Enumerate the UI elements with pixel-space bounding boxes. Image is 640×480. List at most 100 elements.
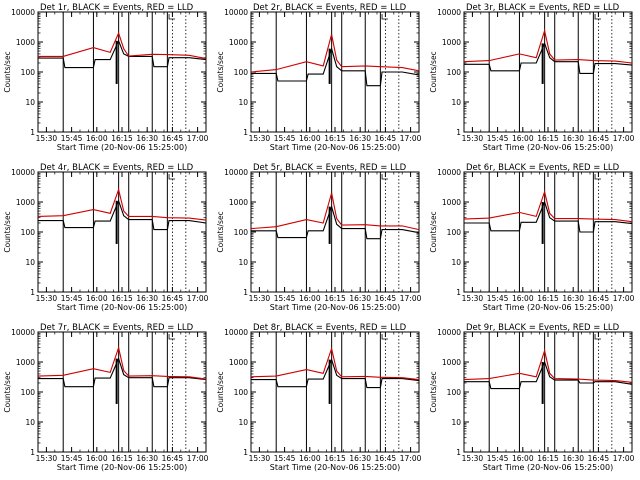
y-tick-label: 1000 <box>16 198 35 207</box>
lld-series-line <box>37 187 207 221</box>
y-tick-label: 10 <box>238 98 248 107</box>
corner-bracket-marker <box>381 334 389 340</box>
y-tick-label: 100 <box>21 388 36 397</box>
y-tick-label: 1000 <box>442 358 461 367</box>
events-series-line <box>38 199 207 231</box>
x-tick-label: 16:00 <box>86 294 108 303</box>
x-tick-label: 17:00 <box>187 454 209 463</box>
y-tick-label: 10 <box>25 98 35 107</box>
y-axis-label: Counts/sec <box>3 211 12 252</box>
y-tick-label: 100 <box>447 68 462 77</box>
x-tick-label: 16:30 <box>136 134 158 143</box>
x-tick-label: 16:45 <box>162 134 184 143</box>
corner-bracket-marker <box>381 14 389 20</box>
lld-series-line <box>250 192 420 231</box>
x-axis-label: Start Time (20-Nov-06 15:25:00) <box>483 303 613 312</box>
x-tick-label: 16:30 <box>136 454 158 463</box>
y-tick-label: 10000 <box>11 8 35 17</box>
x-tick-label: 16:45 <box>588 134 610 143</box>
y-tick-label: 1 <box>456 128 461 137</box>
x-tick-label: 16:30 <box>562 134 584 143</box>
x-tick-label: 15:30 <box>462 134 484 143</box>
y-tick-label: 1 <box>243 288 248 297</box>
x-tick-label: 16:45 <box>588 454 610 463</box>
x-tick-label: 15:45 <box>487 134 509 143</box>
x-axis-label: Start Time (20-Nov-06 15:25:00) <box>57 303 187 312</box>
corner-bracket-marker <box>381 174 389 180</box>
x-tick-label: 17:00 <box>187 134 209 143</box>
corner-bracket-marker <box>594 174 602 180</box>
x-tick-label: 16:00 <box>512 134 534 143</box>
corner-bracket-marker <box>168 174 176 180</box>
x-tick-label: 16:00 <box>299 294 321 303</box>
y-tick-label: 10000 <box>437 168 461 177</box>
y-axis-label: Counts/sec <box>429 51 438 92</box>
x-tick-label: 16:30 <box>349 134 371 143</box>
detector-chart-4: Det 4r, BLACK = Events, RED = LLD 1 10 100 1… <box>3 163 209 312</box>
y-tick-label: 100 <box>21 68 36 77</box>
y-tick-label: 10000 <box>224 328 248 337</box>
lld-series-line <box>250 34 420 73</box>
events-series-line <box>251 204 420 240</box>
x-tick-label: 15:45 <box>61 294 83 303</box>
x-axis-label: Start Time (20-Nov-06 15:25:00) <box>57 463 187 472</box>
x-tick-label: 16:45 <box>375 134 397 143</box>
chart-title: Det 3r, BLACK = Events, RED = LLD <box>466 3 620 13</box>
x-tick-label: 16:15 <box>324 294 346 303</box>
y-tick-label: 10 <box>25 418 35 427</box>
y-tick-label: 100 <box>234 228 249 237</box>
detector-chart-5: Det 5r, BLACK = Events, RED = LLD 1 10 100 1… <box>216 163 422 312</box>
lld-series-line <box>463 189 633 223</box>
x-tick-label: 15:45 <box>61 134 83 143</box>
x-tick-label: 16:00 <box>299 454 321 463</box>
y-tick-label: 100 <box>447 228 462 237</box>
x-tick-label: 16:45 <box>375 294 397 303</box>
y-tick-label: 1000 <box>442 38 461 47</box>
y-tick-label: 10000 <box>11 168 35 177</box>
y-tick-label: 10 <box>451 98 461 107</box>
events-series-line <box>464 200 633 233</box>
x-tick-label: 16:00 <box>512 454 534 463</box>
y-tick-label: 100 <box>447 388 462 397</box>
y-axis-label: Counts/sec <box>429 211 438 252</box>
x-tick-label: 15:30 <box>36 454 58 463</box>
chart-title: Det 5r, BLACK = Events, RED = LLD <box>253 163 407 173</box>
y-tick-label: 100 <box>234 388 249 397</box>
x-axis-label: Start Time (20-Nov-06 15:25:00) <box>270 143 400 152</box>
corner-bracket-marker <box>168 14 176 20</box>
y-tick-label: 10000 <box>437 328 461 337</box>
x-tick-label: 17:00 <box>400 134 422 143</box>
chart-title: Det 8r, BLACK = Events, RED = LLD <box>253 323 407 333</box>
x-tick-label: 16:00 <box>512 294 534 303</box>
x-tick-label: 16:30 <box>349 294 371 303</box>
events-series-line <box>251 358 420 389</box>
detector-chart-9: Det 9r, BLACK = Events, RED = LLD 1 10 100 1… <box>429 323 635 472</box>
y-tick-label: 1000 <box>229 358 248 367</box>
y-tick-label: 1000 <box>229 198 248 207</box>
x-tick-label: 15:30 <box>249 134 271 143</box>
x-tick-label: 16:30 <box>349 454 371 463</box>
y-tick-label: 1 <box>30 448 35 457</box>
chart-title: Det 1r, BLACK = Events, RED = LLD <box>40 3 194 13</box>
detector-chart-2: Det 2r, BLACK = Events, RED = LLD 1 10 100 1… <box>216 3 422 152</box>
x-tick-label: 16:30 <box>562 294 584 303</box>
y-tick-label: 1 <box>30 288 35 297</box>
x-tick-label: 15:30 <box>462 454 484 463</box>
lld-series-line <box>463 348 633 383</box>
x-tick-label: 15:30 <box>36 134 58 143</box>
corner-bracket-marker <box>594 334 602 340</box>
x-tick-label: 16:45 <box>162 294 184 303</box>
y-tick-label: 10000 <box>437 8 461 17</box>
x-tick-label: 16:45 <box>588 294 610 303</box>
x-tick-label: 15:45 <box>274 134 296 143</box>
events-series-line <box>464 41 633 74</box>
y-axis-label: Counts/sec <box>216 371 225 412</box>
chart-title: Det 7r, BLACK = Events, RED = LLD <box>40 323 194 333</box>
y-tick-label: 10 <box>451 258 461 267</box>
events-series-line <box>464 360 633 390</box>
events-series-line <box>38 39 207 69</box>
x-tick-label: 15:45 <box>487 454 509 463</box>
corner-bracket-marker <box>594 14 602 20</box>
x-tick-label: 17:00 <box>613 294 635 303</box>
chart-title: Det 9r, BLACK = Events, RED = LLD <box>466 323 620 333</box>
